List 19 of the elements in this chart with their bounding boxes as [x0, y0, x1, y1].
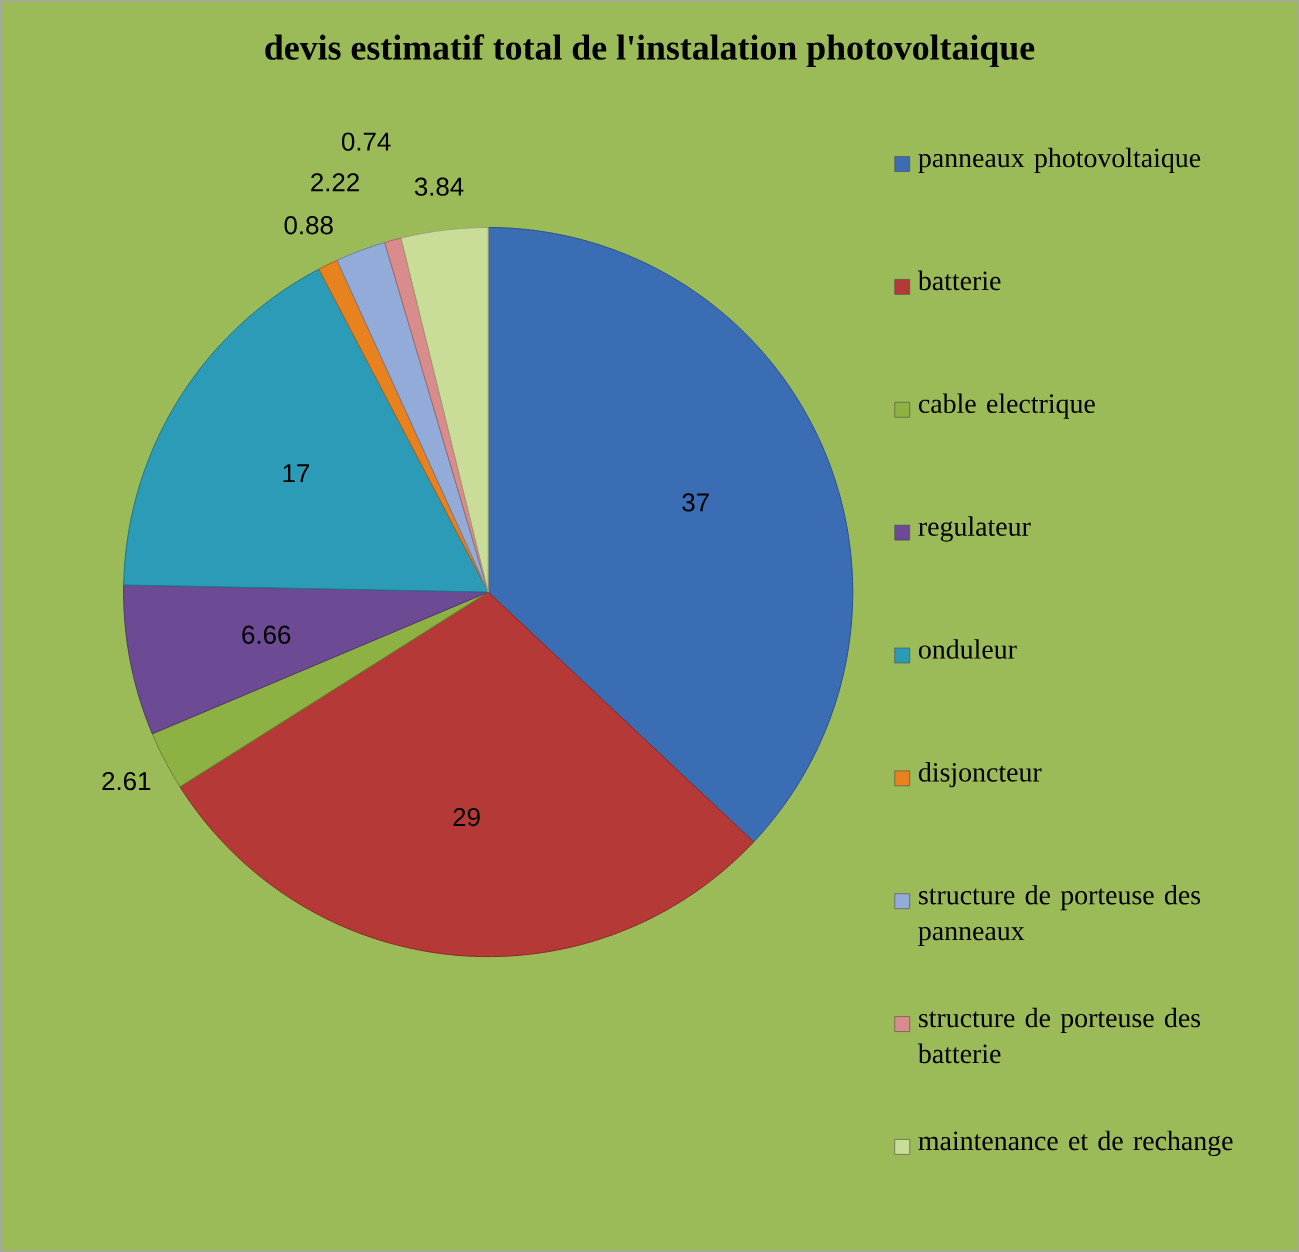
data-label: 17	[283, 464, 310, 483]
data-label: 2.61	[102, 771, 151, 791]
chart-title: devis estimatif total de l'instalation photovoltaique	[265, 34, 1035, 68]
legend-label: panneaux photovoltaique	[918, 147, 1201, 174]
data-label: 29	[453, 807, 480, 827]
legend-label: maintenance et de rechange	[918, 1130, 1233, 1156]
data-label: 37	[682, 493, 709, 512]
legend-label: structure de porteuse des panneaux	[918, 884, 1201, 946]
data-label: 2.22	[311, 173, 359, 192]
legend-label: cable electrique	[918, 393, 1095, 419]
data-label: 3.84	[414, 177, 464, 196]
legend-label: disjoncteur	[918, 762, 1042, 788]
legend-label: structure de porteuse des batterie	[917, 1007, 1201, 1064]
legend-label: batterie	[917, 270, 1001, 291]
legend-label: regulateur	[918, 516, 1031, 542]
data-label: 0.74	[341, 132, 391, 151]
data-label: 0.88	[284, 216, 333, 235]
data-label: 6.66	[242, 625, 291, 644]
legend-label: onduleur	[918, 639, 1017, 659]
